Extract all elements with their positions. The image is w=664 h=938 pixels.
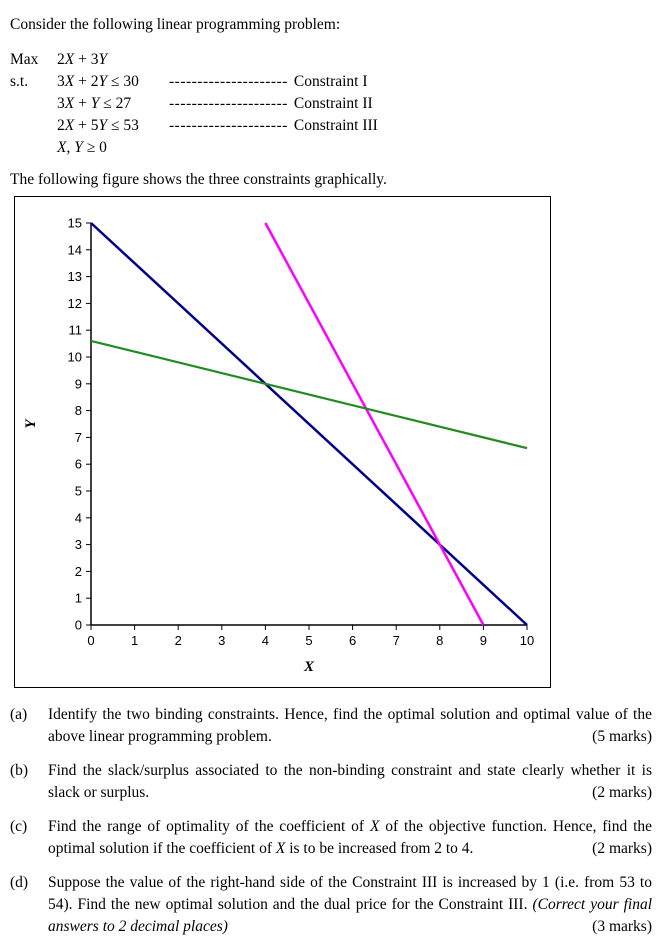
- svg-text:X: X: [303, 659, 315, 675]
- question-d-label: (d): [10, 874, 29, 891]
- question-d-text: Suppose the value of the right-hand side…: [48, 872, 652, 938]
- constraint-1-dashes: ---------------------: [169, 73, 288, 90]
- question-b-text: Find the slack/surplus associated to the…: [48, 760, 652, 804]
- questions-list: (a) Identify the two binding constraints…: [10, 704, 652, 938]
- svg-text:4: 4: [262, 633, 269, 648]
- constraint-row-1: s.t. 3X + 2Y ≤ 30 --------------------- …: [10, 71, 652, 93]
- svg-text:10: 10: [520, 633, 534, 648]
- constraint-row-3: 2X + 5Y ≤ 53 --------------------- Const…: [10, 115, 652, 137]
- question-d-marks: (3 marks): [592, 918, 652, 935]
- svg-text:10: 10: [68, 350, 82, 365]
- question-a-text: Identify the two binding constraints. He…: [48, 704, 652, 748]
- constraint-1-name: Constraint I: [293, 73, 368, 90]
- st-label: s.t.: [10, 73, 29, 90]
- max-label: Max: [10, 51, 39, 68]
- question-c-label: (c): [10, 818, 28, 835]
- question-d: (d) Suppose the value of the right-hand …: [10, 872, 652, 938]
- svg-text:5: 5: [75, 484, 82, 499]
- figure-caption: The following figure shows the three con…: [10, 171, 387, 188]
- svg-text:9: 9: [75, 376, 82, 391]
- svg-text:6: 6: [349, 633, 356, 648]
- question-a: (a) Identify the two binding constraints…: [10, 704, 652, 748]
- question-a-body: Identify the two binding constraints. He…: [48, 706, 652, 745]
- constraint-3-name: Constraint III: [293, 117, 378, 134]
- question-d-body: Suppose the value of the right-hand side…: [48, 874, 652, 913]
- question-c: (c) Find the range of optimality of the …: [10, 816, 652, 860]
- svg-text:6: 6: [75, 457, 82, 472]
- intro-text: Consider the following linear programmin…: [10, 16, 341, 33]
- svg-text:9: 9: [480, 633, 487, 648]
- question-a-marks: (5 marks): [592, 728, 652, 745]
- question-c-body: Find the range of optimality of the coef…: [48, 818, 653, 857]
- constraints-figure: 0 1 2 3 4 5 6 7 8 9 10 11 12 13 14 15 0 1 2 3 4 5 6 7 8 9 10 Y X: [14, 196, 551, 688]
- constraint-1-expr: 3X + 2Y ≤ 30: [57, 73, 139, 90]
- svg-text:5: 5: [305, 633, 312, 648]
- question-c-marks: (2 marks): [592, 840, 652, 857]
- constraint-3-expr: 2X + 5Y ≤ 53: [57, 117, 139, 134]
- constraint-3-dashes: ---------------------: [169, 117, 288, 134]
- svg-text:12: 12: [68, 296, 82, 311]
- constraint-row-2: 3X + Y ≤ 27 --------------------- Constr…: [10, 93, 652, 115]
- svg-text:8: 8: [75, 403, 82, 418]
- svg-text:4: 4: [75, 510, 82, 525]
- svg-text:8: 8: [436, 633, 443, 648]
- constraint-2-expr: 3X + Y ≤ 27: [57, 95, 132, 112]
- svg-text:2: 2: [175, 633, 182, 648]
- svg-text:1: 1: [131, 633, 138, 648]
- objective-row: Max 2X + 3Y: [10, 49, 652, 71]
- svg-text:13: 13: [68, 269, 82, 284]
- svg-text:3: 3: [218, 633, 225, 648]
- svg-text:0: 0: [75, 618, 82, 633]
- question-b-body: Find the slack/surplus associated to the…: [48, 762, 652, 801]
- svg-text:15: 15: [68, 216, 82, 231]
- question-a-label: (a): [10, 706, 28, 723]
- lp-formulation: Max 2X + 3Y s.t. 3X + 2Y ≤ 30 ----------…: [10, 49, 652, 159]
- question-b-label: (b): [10, 762, 29, 779]
- nonnegativity-constraint: X, Y ≥ 0: [57, 139, 107, 156]
- svg-text:7: 7: [393, 633, 400, 648]
- svg-text:7: 7: [75, 430, 82, 445]
- svg-text:1: 1: [75, 591, 82, 606]
- svg-text:0: 0: [87, 633, 94, 648]
- nonnegativity-row: X, Y ≥ 0: [10, 137, 652, 159]
- svg-text:3: 3: [75, 537, 82, 552]
- question-b-marks: (2 marks): [592, 784, 652, 801]
- objective-function: 2X + 3Y: [57, 51, 108, 68]
- question-b: (b) Find the slack/surplus associated to…: [10, 760, 652, 804]
- svg-text:Y: Y: [23, 418, 39, 429]
- svg-text:2: 2: [75, 564, 82, 579]
- constraint-2-dashes: ---------------------: [169, 95, 288, 112]
- svg-text:14: 14: [68, 242, 82, 257]
- svg-text:11: 11: [69, 323, 83, 338]
- constraint-2-name: Constraint II: [293, 95, 373, 112]
- question-c-text: Find the range of optimality of the coef…: [48, 816, 652, 860]
